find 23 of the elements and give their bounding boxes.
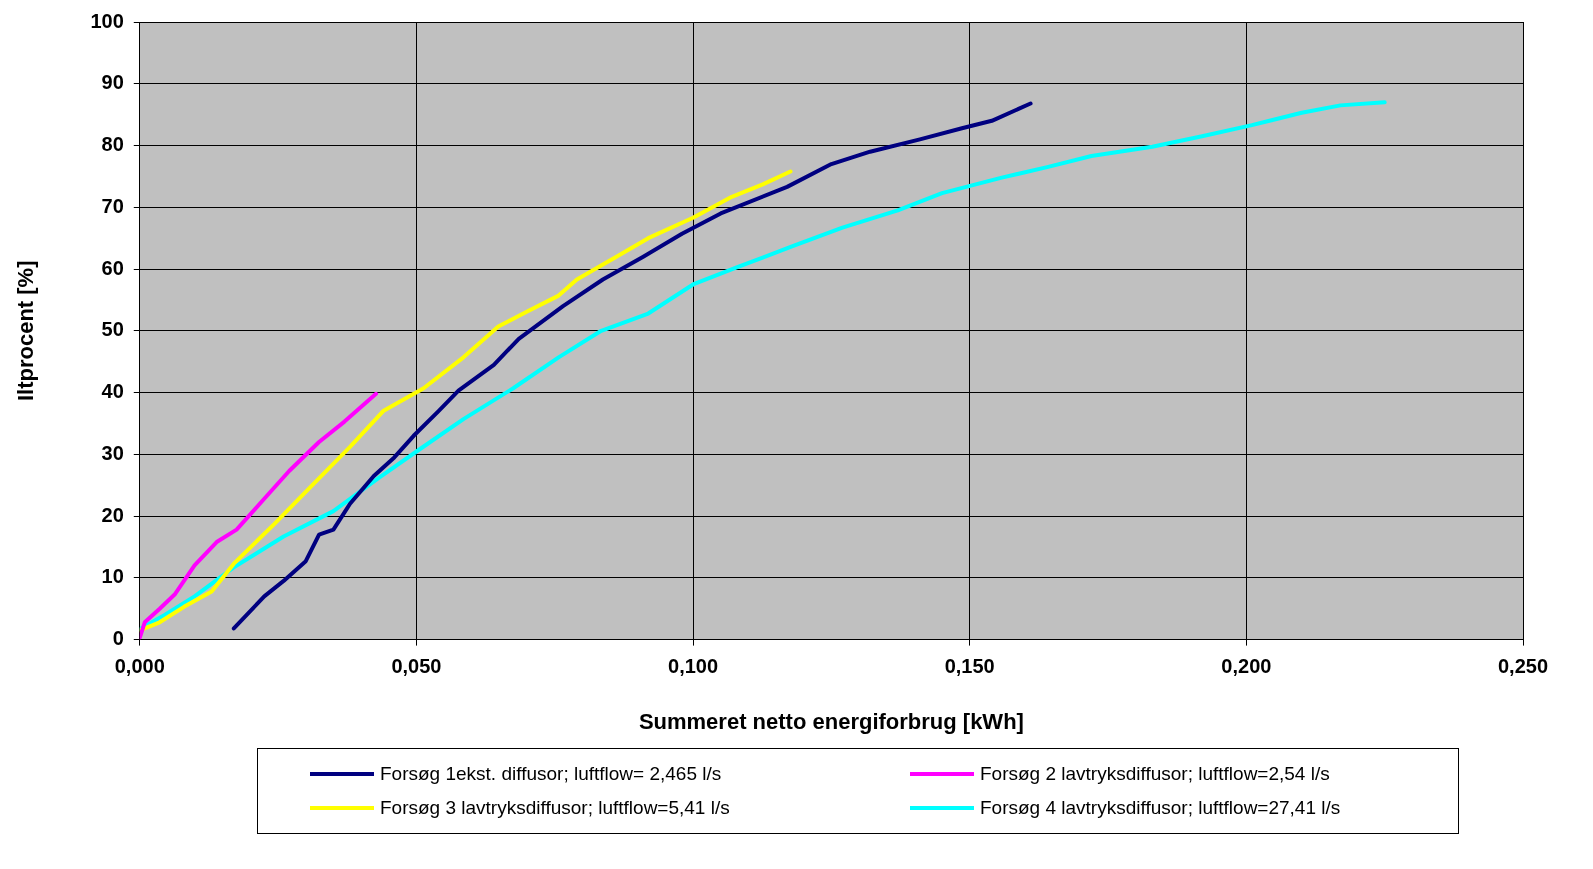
y-tick-label: 80 — [101, 133, 124, 156]
y-axis-title: Iltprocent [%] — [13, 260, 39, 402]
x-tick-label: 0,200 — [1221, 655, 1272, 678]
y-tick-label: 20 — [101, 503, 124, 526]
x-tick-label: 0,150 — [944, 655, 995, 678]
x-tick-label: 0,000 — [114, 655, 165, 678]
y-tick-label: 100 — [90, 9, 124, 32]
x-tick-label: 0,100 — [668, 655, 719, 678]
y-tick-label: 30 — [101, 441, 124, 464]
y-tick-label: 60 — [101, 256, 124, 279]
x-tick-label: 0,250 — [1497, 655, 1549, 678]
y-tick-label: 70 — [101, 194, 124, 217]
legend-label: Forsøg 3 lavtryksdiffusor; luftflow=5,41 l/s — [380, 797, 730, 819]
legend-label: Forsøg 2 lavtryksdiffusor; luftflow=2,54 l/s — [980, 763, 1330, 785]
legend-label: Forsøg 4 lavtryksdiffusor; luftflow=27,41 l/s — [980, 797, 1341, 819]
y-tick-label: 90 — [101, 71, 124, 94]
y-tick-label: 0 — [112, 627, 124, 650]
x-tick-label: 0,050 — [391, 655, 442, 678]
y-tick-label: 10 — [101, 565, 124, 588]
y-tick-label: 50 — [101, 318, 124, 341]
y-tick-label: 40 — [101, 380, 124, 403]
x-axis-title: Summeret netto energiforbrug [kWh] — [638, 708, 1024, 734]
legend-label: Forsøg 1ekst. diffusor; luftflow= 2,465 l/s — [380, 763, 722, 785]
